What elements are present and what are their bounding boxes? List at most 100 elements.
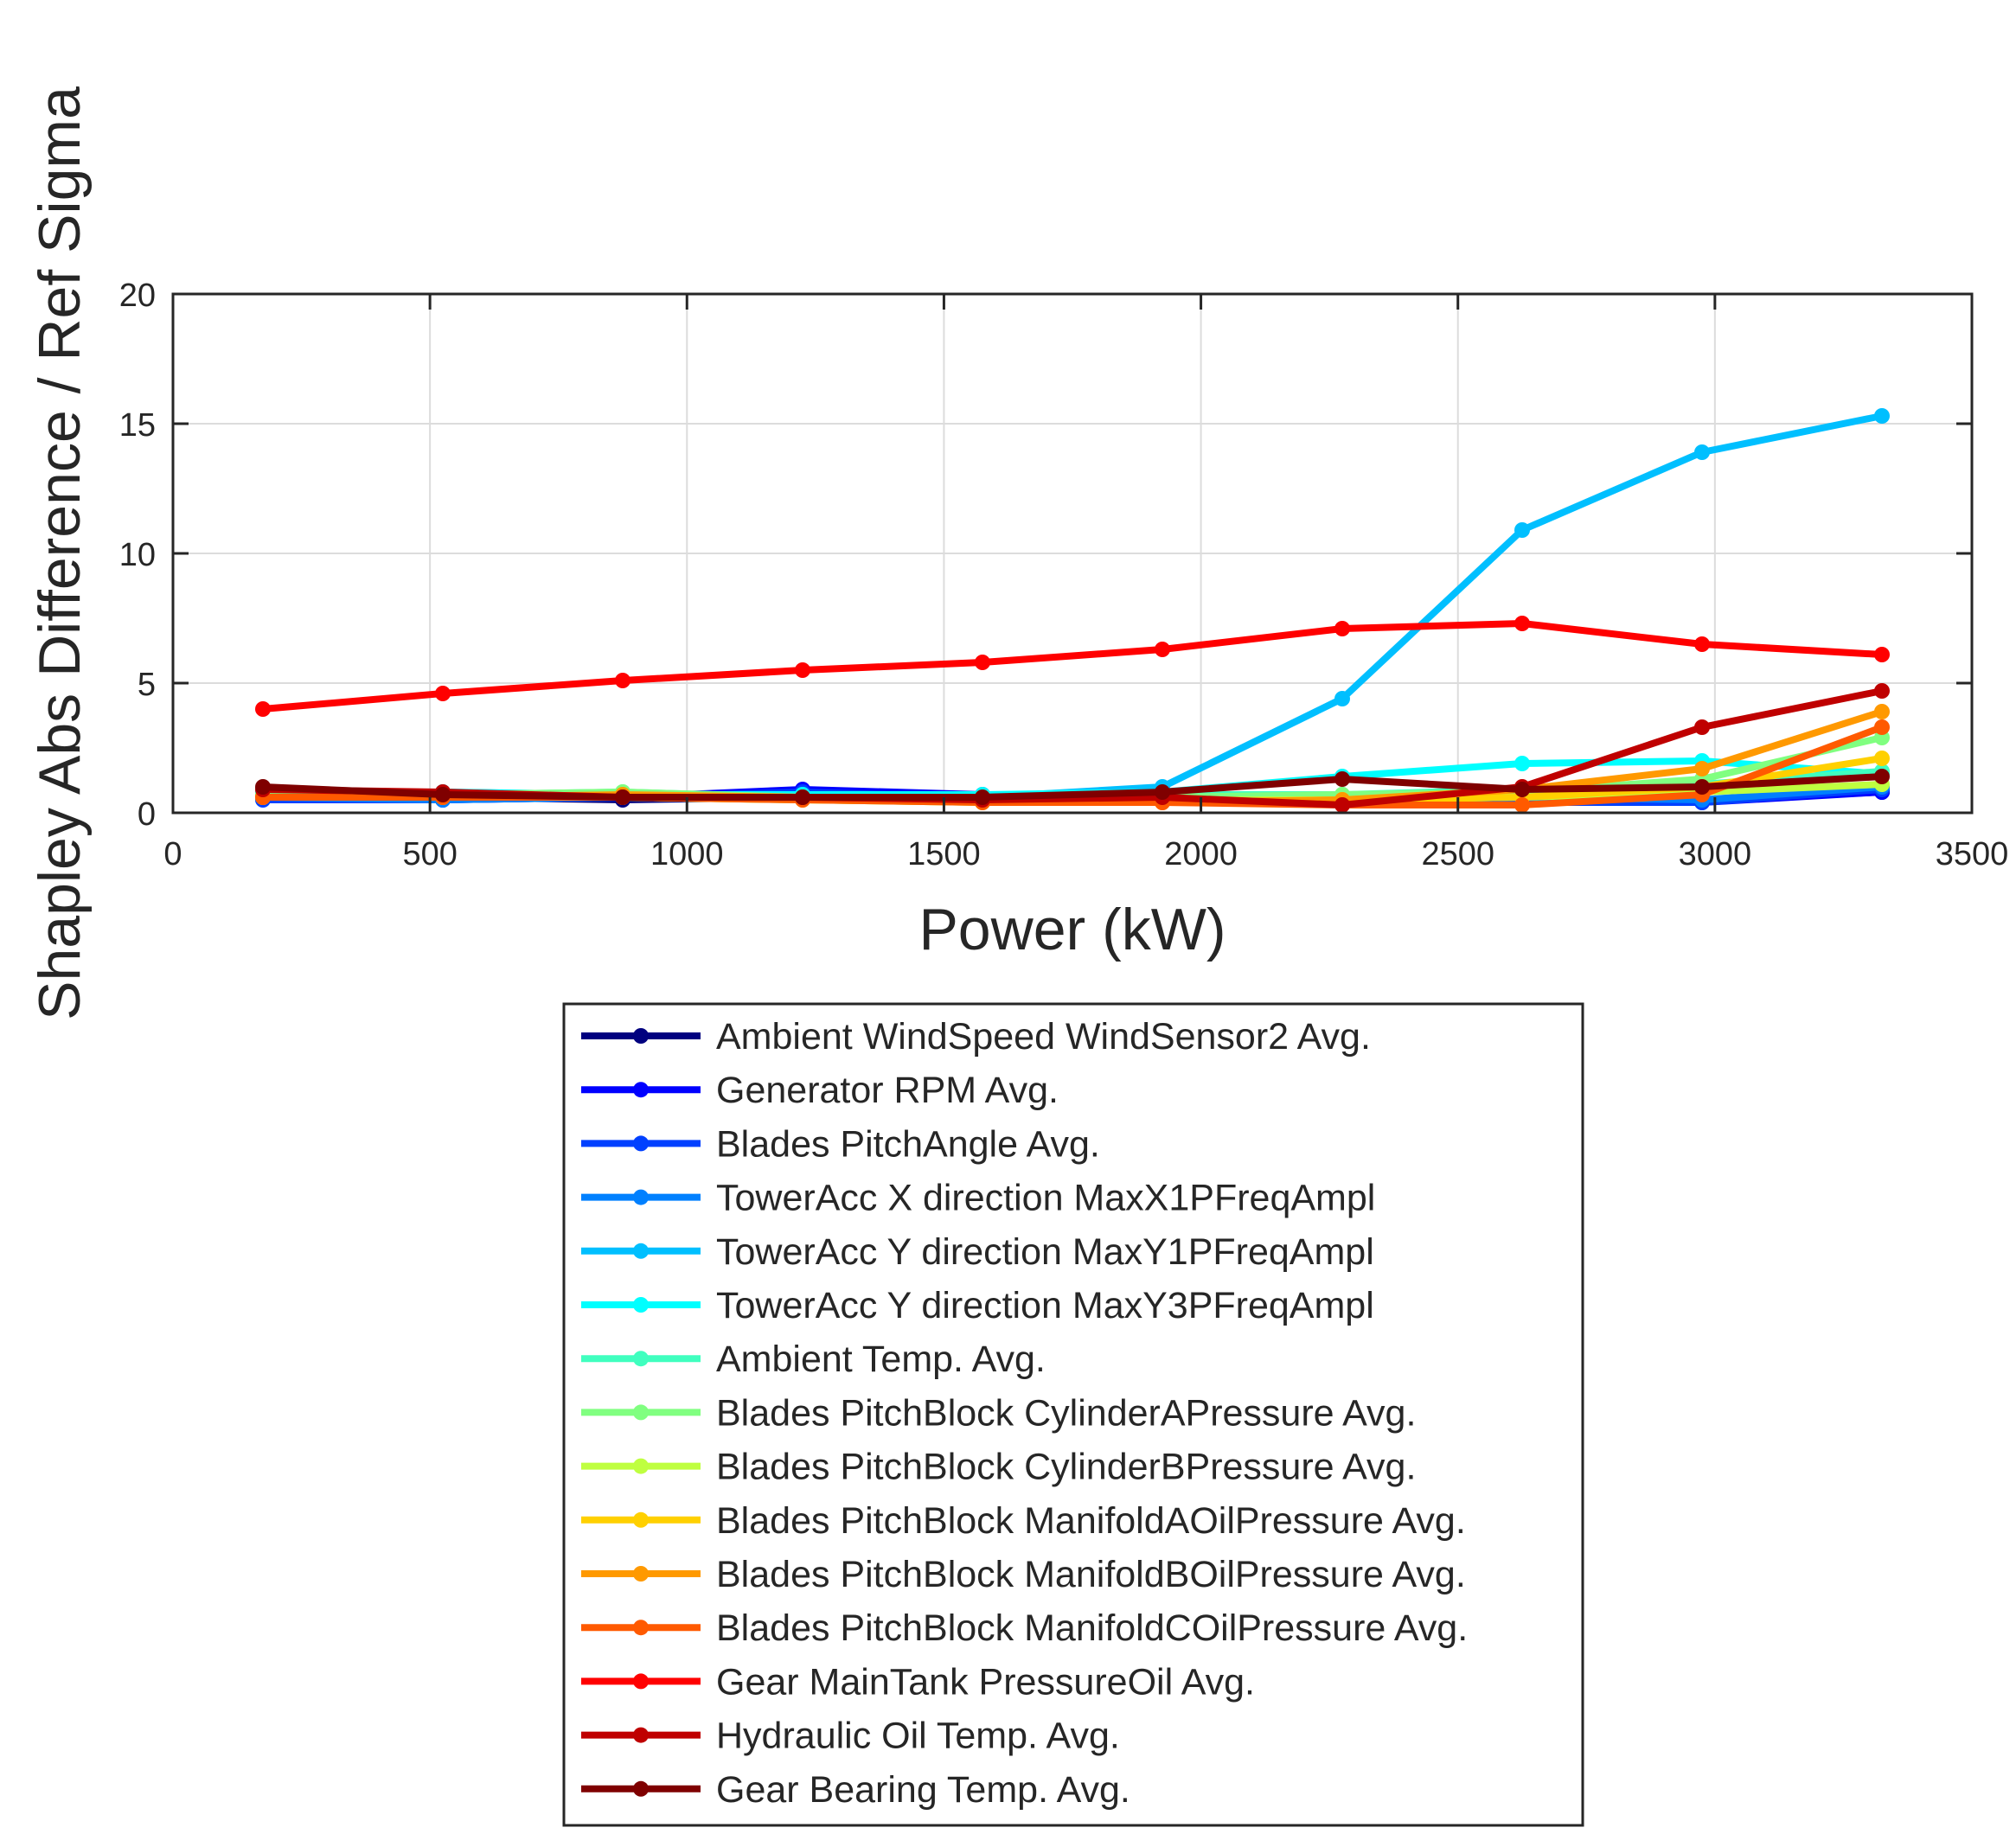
legend-entry: Blades PitchBlock ManifoldBOilPressure A… xyxy=(581,1554,1466,1595)
series-line xyxy=(259,773,1885,801)
legend-entry: Blades PitchBlock ManifoldCOilPressure A… xyxy=(581,1607,1468,1649)
legend-entry: Generator RPM Avg. xyxy=(581,1070,1059,1111)
legend-label: Blades PitchBlock ManifoldAOilPressure A… xyxy=(716,1500,1466,1542)
data-point xyxy=(255,779,271,795)
data-point xyxy=(1334,691,1350,706)
legend-swatch-marker xyxy=(633,1620,649,1636)
legend-entry: Blades PitchBlock CylinderBPressure Avg. xyxy=(581,1447,1416,1488)
x-tick-label: 2000 xyxy=(1164,836,1238,872)
legend-label: Ambient Temp. Avg. xyxy=(716,1339,1046,1380)
legend-entry: Gear Bearing Temp. Avg. xyxy=(581,1769,1130,1811)
data-point xyxy=(1694,719,1710,735)
x-tick-label: 3000 xyxy=(1679,836,1752,872)
grid xyxy=(173,294,1972,813)
data-point xyxy=(1514,756,1530,771)
legend-label: TowerAcc Y direction MaxY1PFreqAmpl xyxy=(716,1231,1374,1273)
legend-label: TowerAcc X direction MaxX1PFreqAmpl xyxy=(716,1178,1375,1219)
data-point xyxy=(975,655,990,670)
legend-label: Generator RPM Avg. xyxy=(716,1070,1059,1111)
data-point xyxy=(1694,779,1710,795)
y-tick-label: 15 xyxy=(119,407,156,444)
data-point xyxy=(1694,636,1710,652)
x-tick-label: 2500 xyxy=(1421,836,1494,872)
legend-entry: Ambient Temp. Avg. xyxy=(581,1339,1046,1380)
y-tick-label: 0 xyxy=(138,796,156,833)
legend-box xyxy=(562,1002,1584,1827)
legend-swatch-marker xyxy=(633,1404,649,1421)
legend-label: Gear MainTank PressureOil Avg. xyxy=(716,1661,1255,1703)
legend-label: Blades PitchBlock CylinderBPressure Avg. xyxy=(716,1447,1416,1488)
series-line xyxy=(259,620,1885,713)
legend-entry: Hydraulic Oil Temp. Avg. xyxy=(581,1716,1120,1757)
plot-area: 0 500 1000 1500 2000 2500 3000 3500 0 5 10 15 20 xyxy=(119,278,2009,872)
legend-items: Ambient WindSpeed WindSensor2 Avg. Genera… xyxy=(581,1016,1468,1811)
data-point xyxy=(615,673,630,688)
legend-label: Ambient WindSpeed WindSensor2 Avg. xyxy=(716,1016,1371,1058)
y-tick-label: 20 xyxy=(119,278,156,314)
data-point xyxy=(615,789,630,805)
data-point xyxy=(1514,782,1530,797)
data-point xyxy=(1874,683,1890,699)
legend-entry: Blades PitchAngle Avg. xyxy=(581,1123,1100,1165)
series-15 xyxy=(255,769,1890,805)
legend-label: Hydraulic Oil Temp. Avg. xyxy=(716,1716,1120,1757)
legend-label: TowerAcc Y direction MaxY3PFreqAmpl xyxy=(716,1285,1374,1326)
data-point xyxy=(1874,408,1890,424)
legend-swatch-marker xyxy=(633,1511,649,1528)
data-point xyxy=(1334,797,1350,813)
x-axis-label: Power (kW) xyxy=(918,897,1226,962)
data-point xyxy=(435,686,451,701)
legend-swatch-marker xyxy=(633,1566,649,1582)
data-point xyxy=(1874,704,1890,719)
data-point xyxy=(1514,522,1530,538)
y-tick-label: 5 xyxy=(138,667,156,703)
legend-swatch-marker xyxy=(633,1673,649,1690)
x-tick-label: 0 xyxy=(163,836,182,872)
data-point xyxy=(1155,642,1170,657)
legend-swatch-marker xyxy=(633,1243,649,1259)
legend-swatch-marker xyxy=(633,1297,649,1313)
data-point xyxy=(255,701,271,717)
legend-entry: Gear MainTank PressureOil Avg. xyxy=(581,1661,1255,1703)
data-point xyxy=(1514,797,1530,813)
ticks: 0 500 1000 1500 2000 2500 3000 3500 0 5 10 15 20 xyxy=(119,278,2009,872)
data-point xyxy=(1874,751,1890,766)
legend-swatch-marker xyxy=(633,1135,649,1152)
legend-entry: TowerAcc Y direction MaxY1PFreqAmpl xyxy=(581,1231,1374,1273)
data-point xyxy=(795,789,810,805)
data-point xyxy=(1874,719,1890,735)
legend-swatch-marker xyxy=(633,1780,649,1797)
legend-label: Gear Bearing Temp. Avg. xyxy=(716,1769,1130,1811)
x-tick-label: 1000 xyxy=(650,836,724,872)
data-point xyxy=(1694,761,1710,776)
legend-swatch-marker xyxy=(633,1351,649,1367)
x-tick-label: 500 xyxy=(402,836,457,872)
legend-swatch-marker xyxy=(633,1727,649,1743)
y-tick-label: 10 xyxy=(119,537,156,573)
data-point xyxy=(975,789,990,805)
legend-entry: Blades PitchBlock CylinderAPressure Avg. xyxy=(581,1392,1416,1434)
data-point xyxy=(1874,647,1890,662)
x-tick-label: 1500 xyxy=(907,836,981,872)
legend-label: Blades PitchBlock ManifoldBOilPressure A… xyxy=(716,1554,1466,1595)
data-point xyxy=(1334,771,1350,787)
series-layer xyxy=(255,408,1890,813)
data-point xyxy=(1874,769,1890,784)
data-point xyxy=(1155,784,1170,800)
data-point xyxy=(435,787,451,802)
x-tick-label: 3500 xyxy=(1936,836,2009,872)
legend-swatch-marker xyxy=(633,1189,649,1205)
series-13 xyxy=(255,616,1890,717)
legend-swatch-marker xyxy=(633,1082,649,1098)
legend-entry: Blades PitchBlock ManifoldAOilPressure A… xyxy=(581,1500,1466,1542)
data-point xyxy=(1514,616,1530,631)
legend: Ambient WindSpeed WindSensor2 Avg. Genera… xyxy=(562,1002,1584,1827)
legend-swatch-marker xyxy=(633,1028,649,1044)
legend-label: Blades PitchAngle Avg. xyxy=(716,1123,1100,1165)
legend-label: Blades PitchBlock ManifoldCOilPressure A… xyxy=(716,1607,1468,1649)
data-point xyxy=(795,662,810,678)
data-point xyxy=(1334,621,1350,636)
legend-entry: TowerAcc Y direction MaxY3PFreqAmpl xyxy=(581,1285,1374,1326)
data-point xyxy=(1694,444,1710,460)
